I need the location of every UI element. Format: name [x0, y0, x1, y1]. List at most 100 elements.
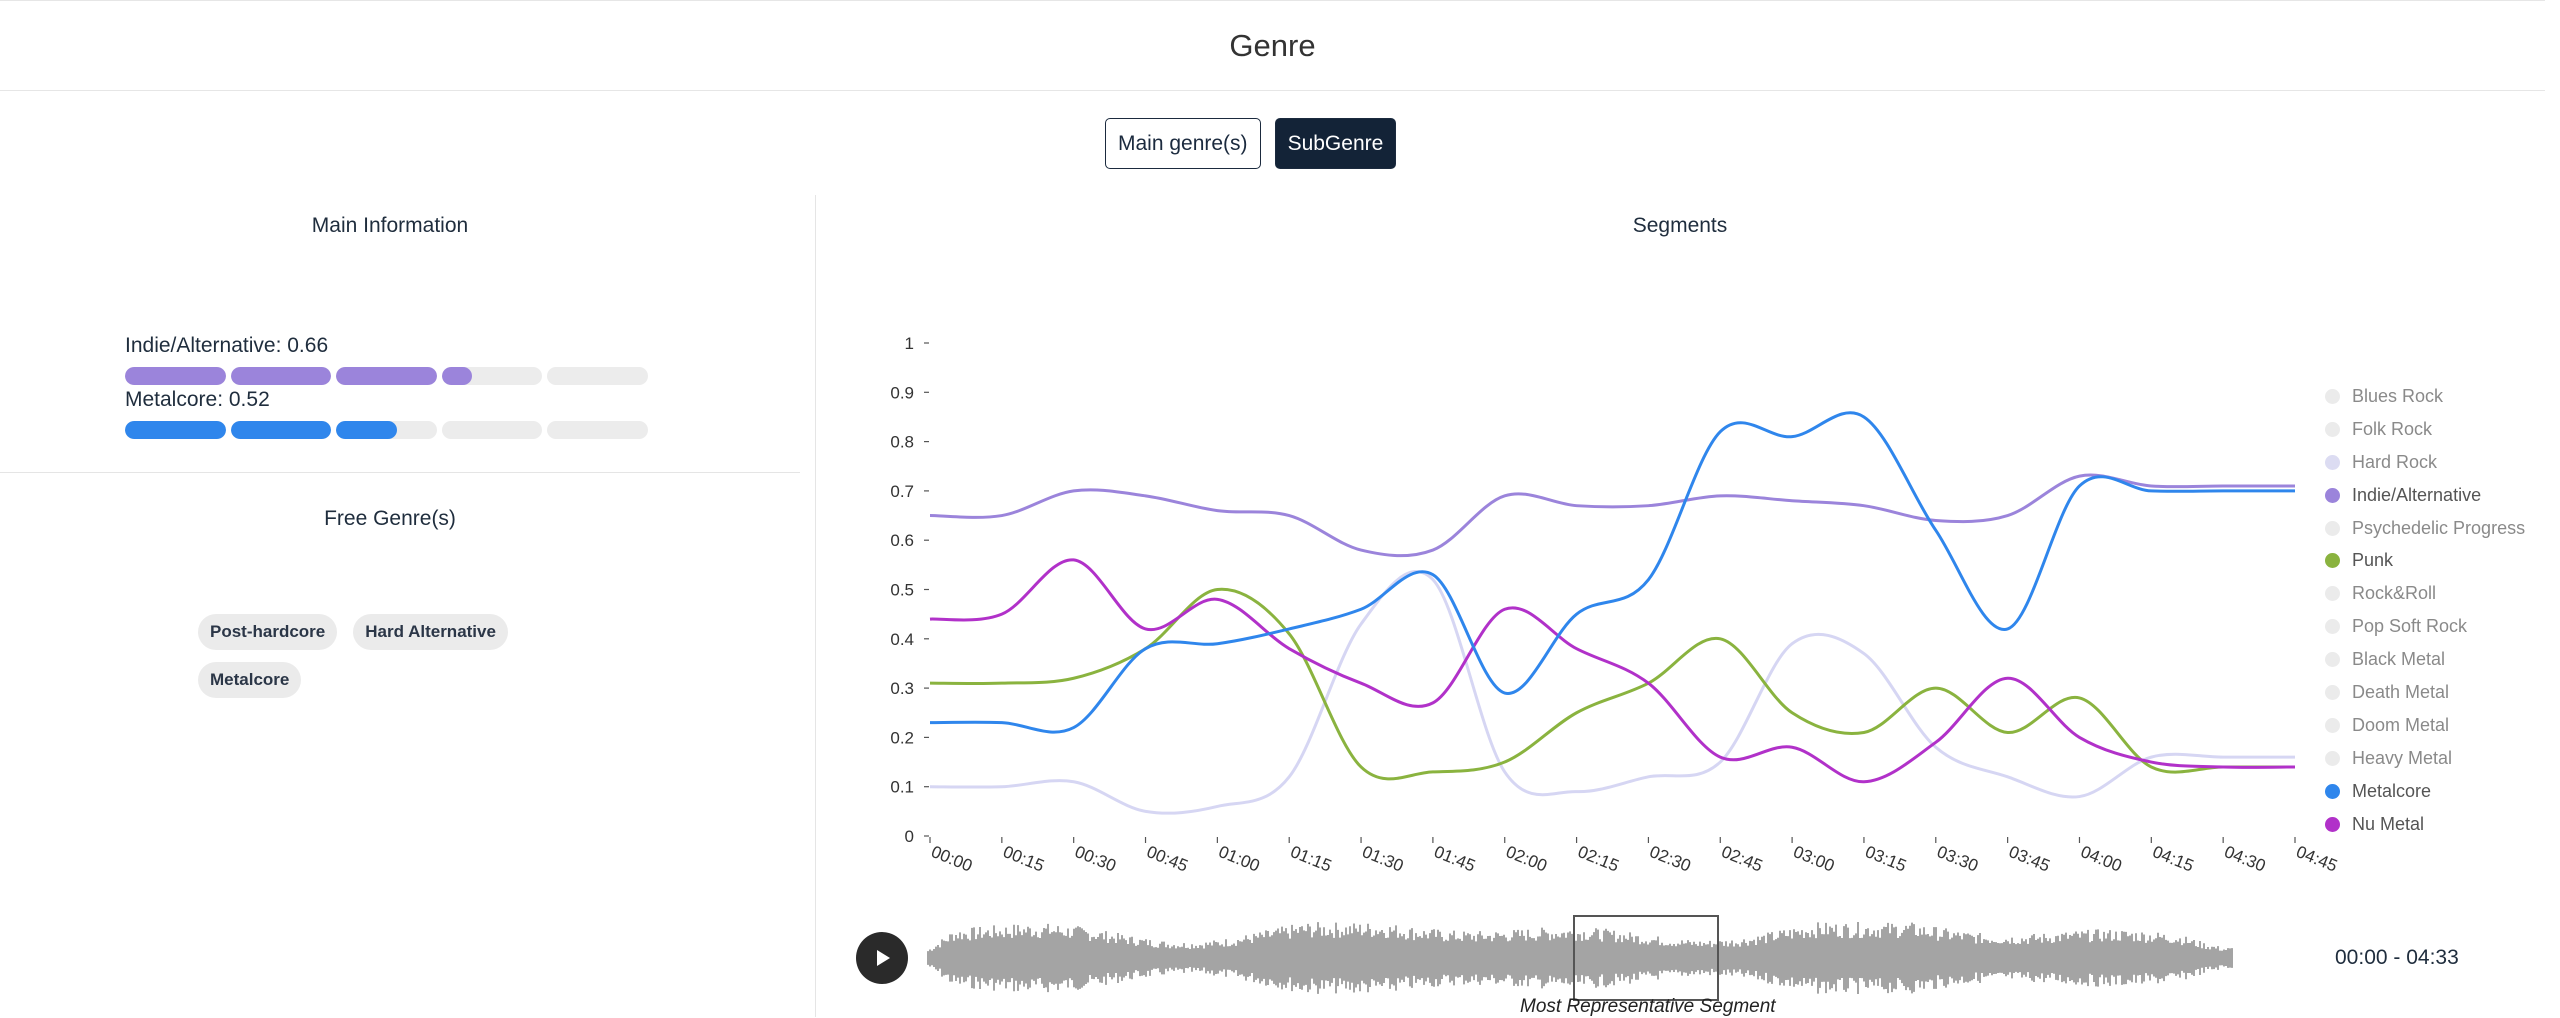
x-tick-label: 03:00	[1791, 842, 1838, 876]
most-representative-segment-label: Most Representative Segment	[1520, 996, 1776, 1017]
play-button[interactable]	[856, 932, 908, 984]
legend-dot	[2325, 684, 2340, 700]
x-tick-label: 03:45	[2006, 842, 2053, 876]
x-tick-label: 03:30	[1934, 842, 1981, 876]
legend-dot	[2325, 816, 2340, 832]
x-tick-label: 03:15	[1862, 842, 1909, 876]
genre-label-indie: Indie/Alternative: 0.66	[125, 334, 329, 357]
y-tick-label: 1	[905, 334, 914, 353]
score-bar-fill	[230, 367, 332, 385]
time-range: 00:00 - 04:33	[2335, 946, 2459, 969]
x-tick-label: 04:30	[2222, 842, 2269, 876]
genre-score-bar-metalcore	[125, 421, 648, 439]
score-bar-segment	[336, 367, 437, 385]
legend-item[interactable]: Metalcore	[2325, 775, 2525, 808]
score-bar-fill	[230, 421, 332, 439]
free-genres-title: Free Genre(s)	[324, 507, 456, 530]
score-bar-segment	[125, 421, 226, 439]
y-tick-label: 0.2	[890, 728, 914, 747]
y-tick-label: 0.8	[890, 433, 914, 452]
legend-item[interactable]: Psychedelic Progressive	[2325, 512, 2525, 545]
legend-dot	[2325, 421, 2340, 437]
legend-label: Rock&Roll	[2352, 583, 2437, 604]
legend-label: Doom Metal	[2352, 714, 2450, 735]
series-line-indie-alternative	[929, 473, 2295, 558]
y-tick-label: 0.4	[890, 630, 914, 649]
x-tick-label: 02:15	[1575, 842, 1622, 876]
x-tick-label: 04:15	[2150, 842, 2197, 876]
legend-item[interactable]: Heavy Metal	[2325, 742, 2525, 775]
x-tick-label: 00:15	[1000, 842, 1047, 876]
segments-title: Segments	[1632, 214, 1728, 237]
legend-dot	[2325, 586, 2340, 602]
genre-tag: Post-hardcore	[198, 614, 338, 650]
x-tick-label: 01:15	[1288, 842, 1335, 876]
series-line-hard-rock	[929, 570, 2295, 815]
legend-item[interactable]: Indie/Alternative	[2325, 479, 2525, 512]
x-tick-label: 01:00	[1216, 842, 1263, 876]
score-bar-segment	[547, 421, 648, 439]
legend-label: Nu Metal	[2352, 813, 2425, 834]
legend-item[interactable]: Rock&Roll	[2325, 577, 2525, 610]
score-bar-segment	[230, 421, 332, 439]
score-bar-segment	[125, 367, 226, 385]
legend-item[interactable]: Blues Rock	[2325, 380, 2525, 413]
score-bar-fill	[125, 367, 226, 385]
legend-item[interactable]: Black Metal	[2325, 643, 2525, 676]
genre-view-toggle: Main genre(s) SubGenre	[1105, 118, 1397, 169]
section-divider	[0, 472, 800, 473]
legend-dot	[2325, 454, 2340, 470]
free-genre-tags: Post-hardcore Hard Alternative Metalcore	[198, 614, 538, 698]
legend-label: Death Metal	[2352, 681, 2450, 702]
genre-score-bar-indie	[125, 367, 648, 385]
x-tick-label: 01:45	[1431, 842, 1478, 876]
legend-item[interactable]: Punk	[2325, 544, 2525, 577]
score-bar-segment	[441, 421, 543, 439]
legend-label: Heavy Metal	[2352, 747, 2453, 768]
legend-label: Blues Rock	[2352, 385, 2444, 406]
score-bar-fill	[336, 421, 397, 439]
y-tick-label: 0.3	[890, 679, 914, 698]
chart-legend: Blues Rock Folk Rock Hard Rock Indie/Altern…	[2325, 380, 2525, 840]
legend-dot	[2325, 652, 2340, 668]
x-tick-label: 04:45	[2294, 842, 2341, 876]
series-line-metalcore	[929, 411, 2295, 734]
legend-item[interactable]: Hard Rock	[2325, 446, 2525, 479]
page-header: Genre	[0, 0, 2545, 91]
score-bar-fill	[441, 367, 472, 385]
legend-dot	[2325, 717, 2340, 733]
genre-tag: Hard Alternative	[353, 614, 508, 650]
legend-dot	[2325, 388, 2340, 404]
legend-label: Punk	[2352, 550, 2394, 571]
legend-item[interactable]: Pop Soft Rock	[2325, 610, 2525, 643]
score-bar-segment	[441, 367, 543, 385]
y-tick-label: 0.7	[890, 482, 914, 501]
x-tick-label: 00:00	[929, 842, 976, 876]
legend-dot	[2325, 750, 2340, 766]
y-tick-label: 0.5	[890, 581, 914, 600]
legend-label: Pop Soft Rock	[2352, 616, 2468, 637]
series-line-nu-metal	[929, 558, 2296, 784]
x-tick-label: 01:30	[1360, 842, 1407, 876]
legend-dot	[2325, 520, 2340, 536]
genre-tag: Metalcore	[198, 662, 302, 698]
legend-label: Indie/Alternative	[2352, 484, 2482, 505]
x-tick-label: 00:30	[1072, 842, 1119, 876]
legend-dot	[2325, 553, 2340, 569]
legend-item[interactable]: Death Metal	[2325, 676, 2525, 709]
legend-item[interactable]: Doom Metal	[2325, 709, 2525, 742]
panel-divider	[815, 195, 816, 1017]
legend-label: Metalcore	[2352, 780, 2432, 801]
subgenre-button[interactable]: SubGenre	[1274, 118, 1397, 169]
score-bar-fill	[336, 367, 437, 385]
legend-item[interactable]: Folk Rock	[2325, 413, 2525, 446]
y-tick-label: 0.6	[890, 531, 914, 550]
x-tick-label: 02:45	[1719, 842, 1766, 876]
legend-dot	[2325, 619, 2340, 635]
score-bar-segment	[336, 421, 437, 439]
main-genres-button[interactable]: Main genre(s)	[1105, 118, 1261, 169]
y-tick-label: 0	[905, 827, 914, 846]
audio-waveform	[927, 922, 2233, 994]
score-bar-segment	[547, 367, 648, 385]
legend-item[interactable]: Nu Metal	[2325, 808, 2525, 841]
